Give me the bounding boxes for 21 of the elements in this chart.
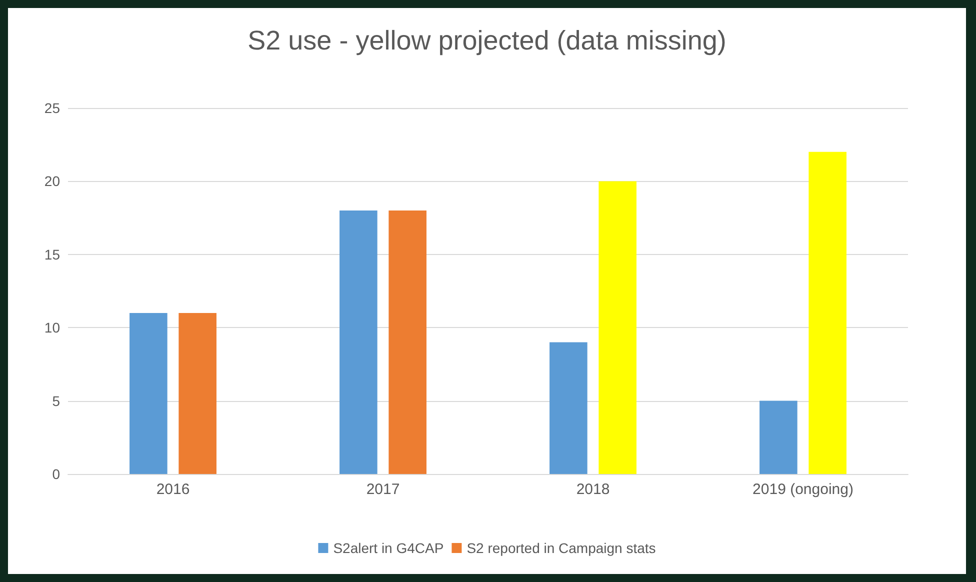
y-tick-label: 0: [52, 466, 60, 482]
y-tick-label: 5: [52, 392, 60, 409]
x-tick-label: 2018: [576, 481, 610, 498]
y-tick-label: 20: [44, 173, 60, 190]
bar: [178, 312, 216, 474]
bar: [130, 312, 168, 474]
legend-label: S2 reported in Campaign stats: [466, 540, 656, 556]
y-tick-label: 10: [44, 320, 60, 336]
x-tick-label: 2016: [156, 481, 190, 498]
bar: [550, 342, 588, 474]
x-tick-label: 2019 (ongoing): [752, 481, 854, 498]
bar: [388, 210, 426, 474]
legend-label: S2alert in G4CAP: [333, 540, 444, 556]
y-tick-label: 25: [44, 100, 60, 116]
bar: [760, 400, 798, 474]
x-tick-label: 2017: [366, 481, 400, 498]
bar: [598, 181, 636, 474]
bar: [340, 210, 378, 474]
bar: [808, 152, 846, 474]
y-tick-label: 15: [44, 246, 60, 262]
chart-title: S2 use - yellow projected (data missing): [248, 26, 726, 56]
